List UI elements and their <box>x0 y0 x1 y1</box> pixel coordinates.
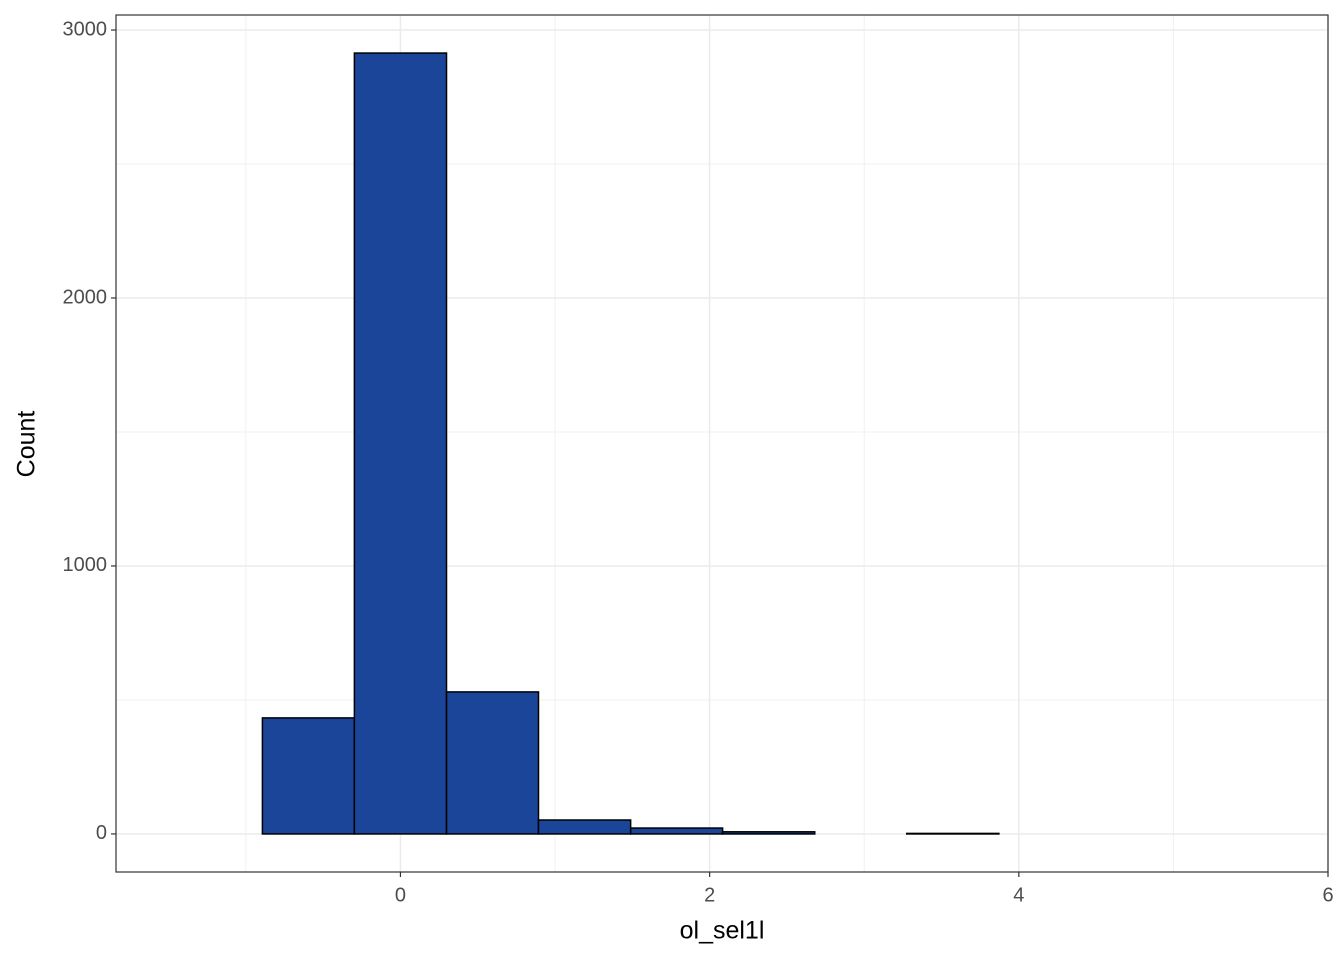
x-tick-label: 6 <box>1322 884 1333 906</box>
histogram-bar <box>261 717 356 835</box>
y-tick-label: 1000 <box>63 554 108 576</box>
histogram-bar <box>721 831 816 835</box>
x-tick-label: 0 <box>395 884 406 906</box>
y-tick-label: 0 <box>96 822 107 844</box>
x-tick-label: 4 <box>1013 884 1024 906</box>
histogram-bar <box>629 827 724 835</box>
y-tick-label: 2000 <box>63 286 108 308</box>
histogram-bar <box>537 819 632 835</box>
histogram-bar <box>353 52 448 835</box>
histogram-bar <box>905 832 1000 835</box>
panel-border <box>115 14 1329 873</box>
x-axis-title: ol_sel1l <box>680 917 765 945</box>
x-tick-label: 2 <box>704 884 715 906</box>
y-tick-label: 3000 <box>63 18 108 40</box>
histogram-bar <box>445 691 540 835</box>
y-axis-title: Count <box>13 411 41 478</box>
